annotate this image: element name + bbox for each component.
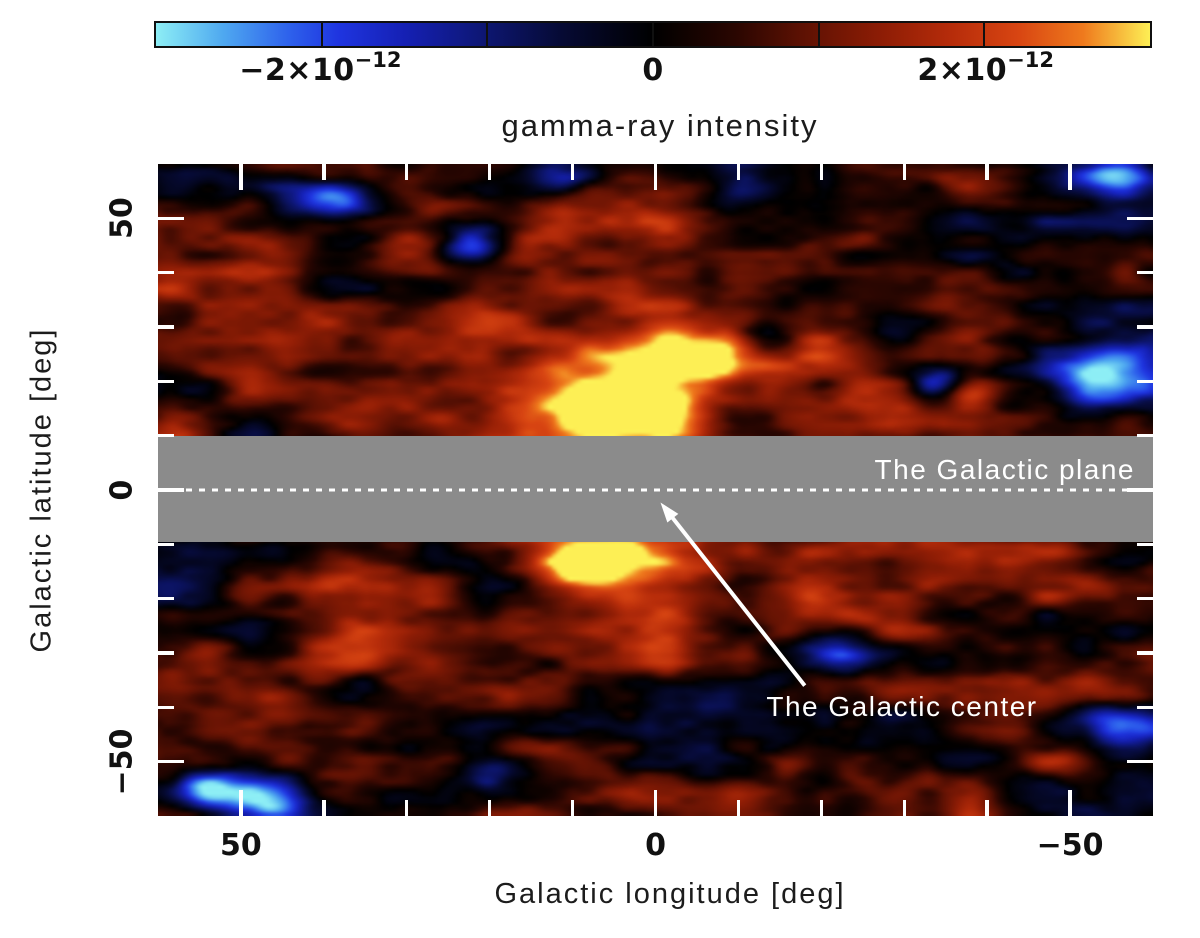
colorbar-tick: [486, 23, 489, 46]
axis-tick-mark: [158, 651, 174, 655]
axis-tick-mark: [1137, 325, 1153, 329]
axis-tick-mark: [1127, 759, 1153, 764]
axis-tick-mark: [158, 379, 174, 384]
axis-tick-mark: [487, 164, 492, 180]
axis-tick-mark: [158, 542, 174, 547]
axis-tick-mark: [487, 800, 492, 816]
axis-tick-mark: [653, 164, 658, 190]
heatmap-plot: The Galactic plane The Galactic center: [158, 164, 1153, 816]
axis-tick-mark: [239, 790, 243, 816]
annotation-overlay: [160, 488, 1151, 687]
axis-tick-mark: [1137, 705, 1153, 710]
galactic-plane-label: The Galactic plane: [874, 454, 1135, 485]
colorbar-caption: gamma-ray intensity: [501, 108, 819, 143]
colorbar: [154, 21, 1152, 48]
colorbar-tick: [817, 23, 820, 46]
axis-tick-mark: [1137, 651, 1153, 655]
axis-tick-mark: [570, 164, 575, 180]
axis-tick-mark: [570, 800, 575, 816]
axis-tick-mark: [405, 800, 409, 816]
y-tick-label-50: 50: [104, 197, 140, 240]
axis-tick-mark: [158, 325, 174, 329]
axis-tick-mark: [736, 164, 741, 180]
axis-tick-mark: [1068, 790, 1072, 816]
axis-tick-mark: [322, 164, 326, 180]
axis-tick-mark: [902, 800, 906, 816]
galactic-center-arrow-line: [668, 513, 807, 687]
x-tick-label-0: 0: [645, 828, 666, 863]
axis-tick-mark: [985, 164, 989, 180]
axis-tick-mark: [819, 164, 824, 180]
y-axis-title: Galactic latitude [deg]: [25, 327, 58, 653]
x-axis-title: Galactic longitude [deg]: [494, 878, 846, 910]
galactic-center-label: The Galactic center: [766, 691, 1038, 722]
x-tick-label-50: 50: [220, 828, 262, 863]
colorbar-label-positive: 2×10−12: [917, 48, 1054, 88]
axis-tick-mark: [1137, 270, 1153, 275]
axis-tick-mark: [819, 800, 824, 816]
axis-tick-mark: [405, 164, 409, 180]
y-tick-label-neg50: −50: [104, 728, 140, 796]
axis-tick-mark: [653, 790, 658, 816]
axis-tick-mark: [158, 705, 174, 710]
axis-tick-mark: [1137, 433, 1153, 438]
axis-tick-mark: [158, 759, 184, 764]
axis-tick-mark: [1137, 542, 1153, 547]
axis-tick-mark: [902, 164, 906, 180]
axis-tick-mark: [1137, 596, 1153, 601]
galactic-center-arrowhead: [660, 502, 679, 523]
y-tick-label-0: 0: [104, 479, 140, 501]
axis-tick-mark: [736, 800, 741, 816]
axis-tick-mark: [239, 164, 243, 190]
colorbar-label-negative: −2×10−12: [239, 48, 402, 88]
axis-tick-mark: [1068, 164, 1072, 190]
colorbar-label-zero: 0: [642, 53, 664, 88]
axis-tick-mark: [158, 270, 174, 275]
axis-tick-mark: [158, 433, 174, 438]
axis-tick-mark: [985, 800, 989, 816]
axis-tick-mark: [158, 488, 184, 492]
axis-tick-mark: [1127, 216, 1153, 221]
axis-tick-mark: [1137, 379, 1153, 384]
colorbar-tick: [983, 23, 986, 46]
x-tick-label-neg50: −50: [1036, 828, 1104, 863]
axis-tick-mark: [158, 216, 184, 221]
colorbar-tick: [652, 23, 654, 46]
colorbar-tick: [320, 23, 323, 46]
axis-tick-mark: [158, 596, 174, 601]
axis-tick-mark: [322, 800, 326, 816]
